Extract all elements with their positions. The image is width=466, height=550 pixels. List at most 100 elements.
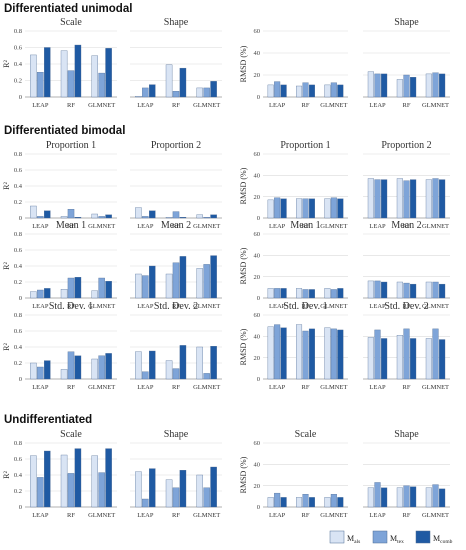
bar-tex-rf bbox=[172, 211, 180, 219]
bar-tex-glmnet bbox=[330, 289, 337, 299]
bar-tex-rf bbox=[302, 289, 309, 299]
bar-tex-rf bbox=[302, 330, 309, 380]
x-category-label: LEAP bbox=[269, 102, 286, 109]
x-category-label: GLMNET bbox=[193, 384, 220, 391]
chart-panel-17: Shape LEAP RF GLMNET bbox=[130, 429, 222, 519]
y-tick-label: 40 bbox=[254, 253, 261, 260]
bar-tex-leap bbox=[142, 498, 149, 508]
bar-tex-leap bbox=[142, 275, 149, 299]
y-tick-label: 0 bbox=[257, 376, 260, 383]
bar-tex-leap bbox=[274, 197, 281, 219]
bar-mals-rf bbox=[165, 360, 173, 380]
y-tick-label: 0.6 bbox=[14, 247, 23, 254]
chart-panel-10: 0 20 40 60 RMSD (%) Mean 1 LEAP RF GLMNET bbox=[239, 220, 348, 310]
panel-title: Std. Dev. 2 bbox=[384, 301, 428, 312]
bar-comb-leap bbox=[44, 288, 51, 299]
bar-comb-rf bbox=[410, 283, 417, 299]
bar-comb-glmnet bbox=[210, 214, 217, 219]
legend-item-comb: Mcomb bbox=[415, 530, 453, 545]
bar-mals-glmnet bbox=[425, 281, 432, 299]
section-title-unimodal: Differentiated unimodal bbox=[4, 3, 132, 15]
bar-comb-glmnet bbox=[439, 283, 446, 299]
bar-mals-leap bbox=[367, 71, 374, 98]
bar-tex-rf bbox=[403, 485, 410, 508]
x-category-label: RF bbox=[403, 102, 411, 109]
panel-title: Shape bbox=[394, 429, 419, 440]
bar-mals-rf bbox=[60, 289, 68, 299]
y-axis-label: RMSD (%) bbox=[239, 247, 248, 284]
y-axis-label: R² bbox=[2, 182, 11, 190]
bar-tex-glmnet bbox=[330, 494, 337, 508]
bar-comb-rf bbox=[179, 256, 187, 299]
x-category-label: RF bbox=[67, 303, 75, 310]
x-category-label: GLMNET bbox=[88, 102, 115, 109]
x-category-label: GLMNET bbox=[422, 512, 449, 519]
bar-mals-leap bbox=[135, 273, 142, 299]
x-category-label: RF bbox=[302, 303, 310, 310]
bar-tex-rf bbox=[403, 282, 410, 299]
bar-mals-leap bbox=[135, 95, 142, 98]
bar-comb-leap bbox=[381, 179, 388, 219]
y-axis-label: R² bbox=[2, 262, 11, 270]
x-category-label: LEAP bbox=[369, 384, 386, 391]
x-category-label: LEAP bbox=[32, 303, 49, 310]
bar-mals-leap bbox=[267, 199, 274, 219]
x-category-label: GLMNET bbox=[422, 102, 449, 109]
panel-title: Proportion 1 bbox=[46, 140, 96, 151]
x-category-label: RF bbox=[302, 102, 310, 109]
x-category-label: LEAP bbox=[137, 512, 154, 519]
y-axis-label: RMSD (%) bbox=[239, 328, 248, 365]
bar-mals-glmnet bbox=[91, 290, 98, 299]
bar-tex-glmnet bbox=[330, 82, 337, 98]
legend-label: Mals bbox=[347, 534, 360, 545]
x-category-label: GLMNET bbox=[320, 223, 347, 230]
bar-comb-glmnet bbox=[439, 73, 446, 98]
y-tick-label: 0 bbox=[19, 295, 22, 302]
y-axis-label: RMSD (%) bbox=[239, 45, 248, 82]
bar-tex-rf bbox=[67, 351, 75, 380]
bar-tex-glmnet bbox=[432, 484, 439, 508]
x-category-label: GLMNET bbox=[193, 223, 220, 230]
bar-tex-rf bbox=[403, 180, 410, 219]
bar-mals-rf bbox=[165, 273, 173, 299]
bar-tex-rf bbox=[67, 473, 75, 508]
bar-mals-leap bbox=[30, 291, 37, 299]
legend-label-base: M bbox=[433, 534, 440, 543]
bar-mals-leap bbox=[267, 288, 274, 299]
y-tick-label: 0.8 bbox=[14, 440, 22, 447]
bar-mals-leap bbox=[30, 362, 37, 380]
bar-tex-leap bbox=[374, 280, 381, 299]
bar-tex-leap bbox=[37, 477, 44, 508]
panel-title: Std. Dev. 1 bbox=[49, 301, 93, 312]
x-category-label: RF bbox=[302, 512, 310, 519]
bar-comb-rf bbox=[179, 345, 187, 380]
bar-mals-leap bbox=[135, 207, 142, 219]
x-category-label: LEAP bbox=[369, 102, 386, 109]
bar-comb-rf bbox=[410, 486, 417, 508]
bar-tex-glmnet bbox=[98, 216, 105, 219]
y-axis-label: R² bbox=[2, 343, 11, 351]
bar-mals-glmnet bbox=[425, 179, 432, 219]
x-category-label: RF bbox=[172, 512, 180, 519]
bar-tex-leap bbox=[374, 329, 381, 380]
bar-comb-rf bbox=[308, 84, 315, 98]
y-tick-label: 0 bbox=[257, 215, 260, 222]
legend-label-sub: tex bbox=[397, 539, 404, 545]
bar-tex-leap bbox=[37, 289, 44, 299]
chart-panel-1: Shape LEAP RF GLMNET bbox=[130, 17, 222, 109]
bar-mals-leap bbox=[135, 471, 142, 508]
bar-comb-leap bbox=[44, 47, 51, 98]
panel-title: Proportion 2 bbox=[381, 140, 431, 151]
chart-panel-6: 0 20 40 60 RMSD (%) Proportion 1 LEAP RF GLMNET bbox=[239, 140, 348, 230]
section-title-undifferentiated: Undifferentiated bbox=[4, 414, 92, 426]
bar-comb-leap bbox=[149, 350, 156, 380]
bar-tex-glmnet bbox=[432, 328, 439, 380]
panel-title: Mean 2 bbox=[391, 220, 421, 231]
bar-tex-rf bbox=[67, 209, 75, 219]
bar-tex-leap bbox=[374, 73, 381, 98]
bar-mals-rf bbox=[396, 79, 403, 98]
x-category-label: RF bbox=[403, 223, 411, 230]
panel-title: Std. Dev. 1 bbox=[283, 301, 327, 312]
bar-mals-leap bbox=[367, 178, 374, 219]
